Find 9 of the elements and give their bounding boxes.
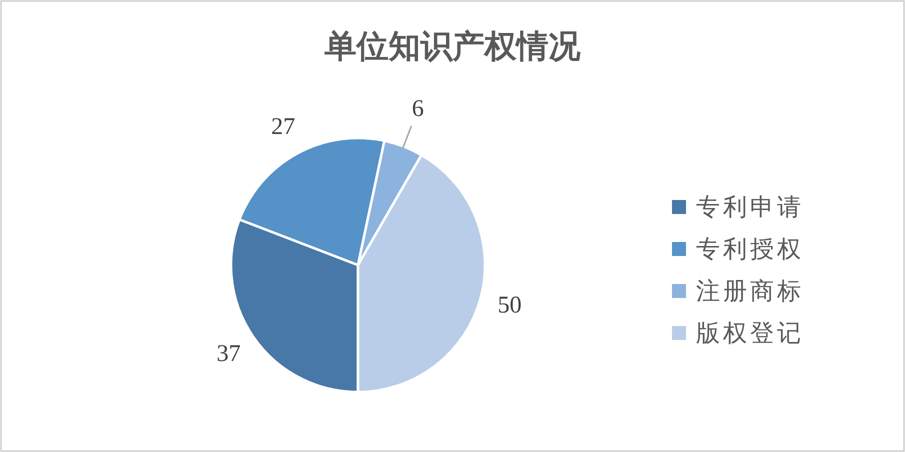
data-label: 6: [412, 96, 424, 122]
data-label: 37: [216, 340, 241, 367]
legend-label: 专利申请: [696, 193, 804, 221]
data-label: 27: [271, 114, 296, 140]
chart-title: 单位知识产权情况: [324, 27, 582, 65]
data-label: 50: [498, 292, 522, 319]
legend-label: 注册商标: [696, 277, 804, 305]
legend-label: 版权登记: [696, 319, 804, 347]
legend-label: 专利授权: [696, 235, 804, 263]
